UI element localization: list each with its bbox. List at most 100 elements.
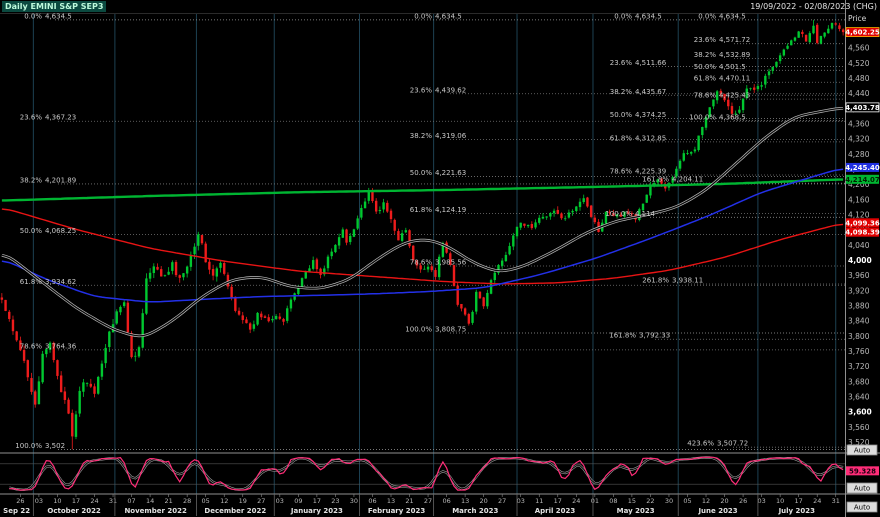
fib-value-label: 4,425.43 [719,92,750,100]
fib-value-label: 4,319.06 [435,132,467,140]
price-tick-label: 4,360 [848,119,870,128]
week-tick-label: 31 [832,497,840,505]
week-tick-label: 26 [16,497,24,505]
week-tick-label: 27 [424,497,432,505]
fib-value-label: 4,124.19 [435,206,466,214]
fib-pct-label: 261.8% [642,276,669,284]
date-range-label: 19/09/2022 - 02/08/2023 (CHG) [750,2,877,11]
fib-value-label: 4,501.5 [719,63,746,71]
svg-text:59.328: 59.328 [849,467,876,475]
price-tick-label: 4,320 [848,135,870,144]
month-label: April 2023 [535,507,576,515]
price-tick-label: 3,840 [848,317,870,326]
oscillator-panel [0,452,880,495]
fib-value-label: 4,634.5 [635,12,662,20]
auto-scale-button[interactable]: Auto [846,501,878,513]
price-axis[interactable]: Price4,5604,5204,4804,4404,4004,3604,320… [845,0,872,517]
price-tick-label: 4,480 [848,74,870,83]
price-tick-label: 3,640 [848,393,870,402]
candles-layer [0,19,845,450]
price-badge: 4,098.39 [845,227,880,237]
price-tick-label: 4,000 [848,256,872,265]
week-tick-label: 03 [757,497,765,505]
price-badge: 4,099.36 [845,218,880,228]
fib-pct-label: 78.6% [694,92,717,100]
fib-pct-label: 50.0% [410,169,433,177]
week-tick-label: 06 [368,497,376,505]
fib-pct-label: 23.6% [694,36,717,44]
price-tick-label: 3,760 [848,347,870,356]
fib-value-label: 4,225.39 [635,168,666,176]
svg-text:4,214.07: 4,214.07 [845,176,880,184]
fib-pct-label: 100.0% [15,442,42,450]
fib-value-label: 4,221.63 [435,169,466,177]
grid-layer [0,13,845,494]
fib-lines-layer [55,19,845,450]
week-tick-label: 03 [276,497,284,505]
auto-scale-button[interactable]: Auto [846,482,878,494]
fib-pct-label: 100.0% [689,113,716,121]
svg-text:4,602.25: 4,602.25 [845,29,880,37]
price-badge: 4,245.40 [845,162,880,172]
fib-value-label: 4,435.67 [635,88,666,96]
auto-scale-button[interactable]: Auto [846,444,878,456]
fib-value-label: 3,792.33 [639,332,670,340]
week-tick-label: 20 [480,497,488,505]
week-tick-label: 31 [109,497,117,505]
fib-value-label: 4,201.89 [45,176,76,184]
week-tick-label: 08 [609,497,617,505]
week-tick-label: 24 [813,497,821,505]
week-tick-label: 10 [53,497,61,505]
fib-pct-label: 50.0% [694,63,717,71]
fib-pct-label: 161.8% [609,332,636,340]
month-label: February 2023 [368,507,425,515]
fib-value-label: 4,470.11 [719,75,750,83]
week-tick-label: 27 [498,497,506,505]
price-axis-title: Price [848,14,867,23]
fib-value-label: 3,934.62 [45,278,76,286]
week-tick-label: 14 [146,497,154,505]
week-tick-label: 05 [683,497,691,505]
week-tick-label: 09 [294,497,302,505]
stochastic-slow-line [9,456,844,491]
week-tick-label: 21 [164,497,172,505]
chart-title[interactable]: Daily EMINI S&P SEP3 [2,1,107,12]
price-tick-label: 4,120 [848,210,870,219]
ma-medium-blue [1,168,844,303]
month-label: January 2023 [290,507,343,515]
fib-value-label: 4,511.66 [635,59,667,67]
week-tick-label: 11 [535,497,543,505]
fib-pct-label: 50.0% [610,111,633,119]
ma-longterm-green [1,178,844,202]
fib-value-label: 4,204.11 [672,176,703,184]
fib-pct-label: 61.8% [694,75,717,83]
fib-pct-label: 0.0% [24,12,42,20]
fib-pct-label: 23.6% [610,59,633,67]
month-label: May 2023 [617,507,655,515]
fib-value-label: 4,312.85 [635,134,666,142]
week-tick-label: 22 [646,497,654,505]
price-tick-label: 4,280 [848,150,870,159]
time-axis[interactable]: 26 03 10 17 24 31 07 14 21 28 05 12 19 27 03 09 17 23 30 06… [3,494,840,516]
oscillator-badge: 59.328 [846,466,879,476]
fib-pct-label: 78.6% [410,258,433,266]
fib-value-label: 4,634.5 [719,12,746,20]
fib-value-label: 4,634.5 [435,12,462,20]
price-badge: 4,602.25 [845,27,880,38]
fib-value-label: 4,571.72 [719,36,750,44]
month-label: July 2023 [778,507,816,515]
fib-pct-label: 61.8% [610,134,633,142]
week-tick-label: 19 [239,497,247,505]
week-tick-label: 13 [461,497,469,505]
month-label: March 2023 [452,507,498,515]
fib-pct-label: 23.6% [410,86,433,94]
svg-text:4,403.78: 4,403.78 [845,104,880,112]
svg-text:4,099.36: 4,099.36 [845,219,880,227]
fib-pct-label: 78.6% [20,342,43,350]
stochastic-fast-line [9,456,844,491]
fib-value-label: 4,634.5 [45,12,72,20]
fib-pct-label: 0.0% [414,12,432,20]
